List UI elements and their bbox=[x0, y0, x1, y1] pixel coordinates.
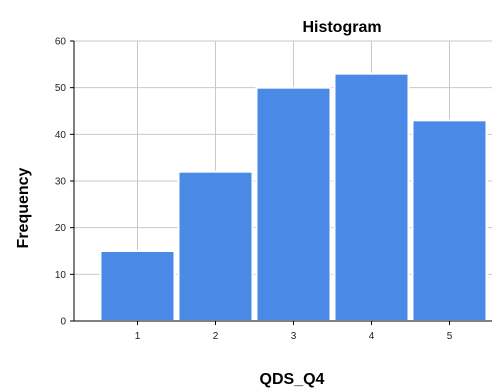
plot-area: 0 10 20 30 40 50 60 1 2 3 4 5 bbox=[55, 37, 492, 342]
x-axis-label: QDS_Q4 bbox=[260, 371, 325, 388]
y-tick-label: 40 bbox=[55, 130, 67, 141]
x-tick-label: 3 bbox=[291, 331, 297, 342]
x-tick-label: 1 bbox=[135, 331, 141, 342]
y-tick-label: 20 bbox=[55, 223, 67, 234]
y-axis-label: Frequency bbox=[15, 167, 32, 248]
x-tick-label: 5 bbox=[447, 331, 453, 342]
histogram-bar bbox=[333, 72, 410, 322]
histogram-bar bbox=[411, 119, 488, 323]
histogram-bar bbox=[177, 170, 254, 322]
y-tick-label: 10 bbox=[55, 270, 67, 281]
y-tick-label: 50 bbox=[55, 83, 67, 94]
x-tick-label: 2 bbox=[213, 331, 219, 342]
y-tick-label: 30 bbox=[55, 177, 67, 188]
chart-title: Histogram bbox=[302, 19, 381, 36]
x-tick-label: 4 bbox=[369, 331, 375, 342]
histogram-bar bbox=[99, 250, 176, 322]
histogram-bar bbox=[255, 86, 332, 322]
y-tick-label: 60 bbox=[55, 37, 67, 48]
y-tick-label: 0 bbox=[60, 317, 66, 328]
